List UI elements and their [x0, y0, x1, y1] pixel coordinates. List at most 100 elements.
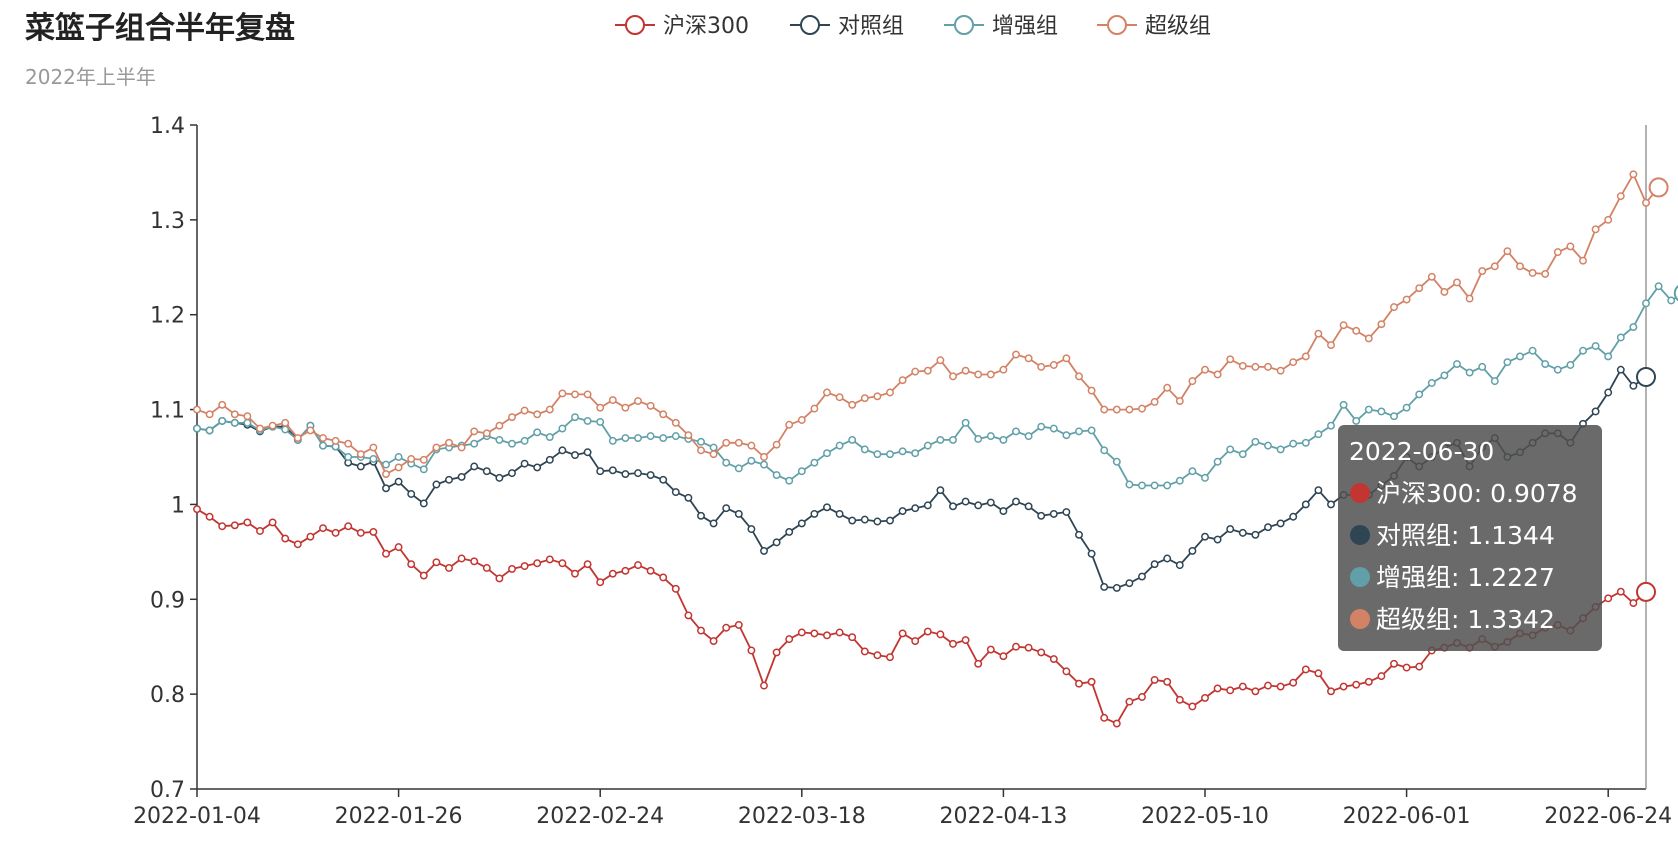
- data-point: [1528, 269, 1537, 277]
- data-point: [823, 631, 831, 640]
- data-point: [1226, 686, 1235, 695]
- data-point: [898, 629, 907, 638]
- data-point: [1188, 377, 1197, 386]
- data-point: [684, 611, 693, 620]
- series-超级组: [193, 170, 1669, 479]
- data-point: [407, 560, 416, 569]
- data-point: [923, 501, 932, 510]
- legend-label: 增强组: [992, 14, 1058, 39]
- data-point: [1390, 412, 1398, 421]
- data-point: [1087, 426, 1096, 435]
- data-point: [1087, 677, 1096, 686]
- data-point: [722, 504, 731, 513]
- data-point: [205, 512, 214, 521]
- data-point: [608, 396, 617, 405]
- data-point: [533, 463, 542, 472]
- tooltip-row: 对照组: 1.1344: [1376, 521, 1555, 550]
- data-point: [1541, 623, 1550, 632]
- chart-subtitle: 2022年上半年: [25, 65, 156, 89]
- data-point: [520, 436, 529, 445]
- data-point: [1352, 417, 1361, 425]
- data-point: [760, 546, 768, 555]
- data-point: [760, 453, 768, 461]
- data-point: [949, 435, 957, 444]
- data-point: [407, 454, 416, 463]
- data-point: [1175, 561, 1184, 570]
- data-point: [684, 493, 693, 502]
- data-point: [1188, 546, 1197, 555]
- data-point: [671, 488, 680, 497]
- data-point: [1339, 682, 1348, 691]
- data-point: [583, 417, 592, 425]
- data-point: [1579, 614, 1587, 623]
- data-point: [1289, 678, 1298, 687]
- data-point: [230, 418, 239, 427]
- data-point: [545, 555, 554, 564]
- data-point: [1314, 430, 1323, 439]
- data-point: [923, 441, 932, 450]
- legend-marker: [625, 15, 645, 35]
- data-point: [1453, 278, 1461, 287]
- data-point: [1201, 365, 1209, 374]
- data-point: [886, 388, 894, 397]
- data-point: [1490, 262, 1499, 271]
- data-point: [697, 437, 705, 446]
- data-point: [1541, 269, 1550, 278]
- data-point: [848, 633, 857, 642]
- data-point: [1226, 525, 1235, 534]
- data-point: [281, 418, 290, 427]
- data-point: [797, 416, 806, 424]
- data-point: [734, 464, 743, 473]
- legend-marker: [954, 15, 974, 35]
- data-point: [823, 388, 831, 397]
- data-point: [331, 436, 340, 445]
- data-point: [1238, 682, 1247, 691]
- data-point: [1440, 371, 1449, 380]
- data-point: [1616, 365, 1625, 374]
- data-point: [873, 517, 882, 526]
- data-point: [936, 630, 945, 639]
- data-point: [1226, 445, 1235, 454]
- data-point: [193, 405, 201, 414]
- data-point: [999, 507, 1008, 516]
- data-point: [848, 400, 857, 409]
- x-tick-label: 2022-01-04: [133, 804, 261, 829]
- data-point: [1553, 429, 1562, 438]
- data-point: [344, 453, 353, 461]
- data-point: [1314, 486, 1323, 495]
- data-point: [1591, 407, 1600, 416]
- data-point: [545, 455, 554, 464]
- data-point: [671, 418, 680, 427]
- legend-label: 沪深300: [663, 14, 749, 39]
- data-point: [772, 471, 781, 479]
- data-point-highlighted: [1636, 581, 1656, 602]
- data-point: [1100, 405, 1109, 414]
- data-point: [508, 413, 516, 422]
- data-point: [634, 469, 642, 478]
- data-point: [734, 438, 743, 447]
- data-point: [1339, 400, 1348, 409]
- data-point: [319, 441, 327, 450]
- data-point: [999, 652, 1008, 661]
- data-point: [243, 418, 252, 427]
- data-point: [608, 569, 617, 578]
- data-point: [1264, 362, 1272, 371]
- data-point: [1138, 481, 1146, 490]
- data-point: [1201, 693, 1209, 702]
- legend-label: 超级组: [1145, 14, 1211, 39]
- data-point: [886, 653, 894, 662]
- data-point: [1138, 572, 1146, 581]
- data-point: [697, 446, 705, 455]
- data-point: [482, 564, 491, 572]
- data-point: [1049, 424, 1058, 433]
- data-point: [747, 525, 756, 534]
- data-point: [835, 441, 844, 450]
- data-point: [986, 498, 995, 507]
- data-point: [1516, 262, 1524, 271]
- y-tick-label: 1.3: [150, 209, 185, 234]
- data-point: [445, 438, 453, 447]
- data-point: [1238, 528, 1247, 537]
- data-point: [1087, 386, 1096, 395]
- data-point: [533, 559, 542, 568]
